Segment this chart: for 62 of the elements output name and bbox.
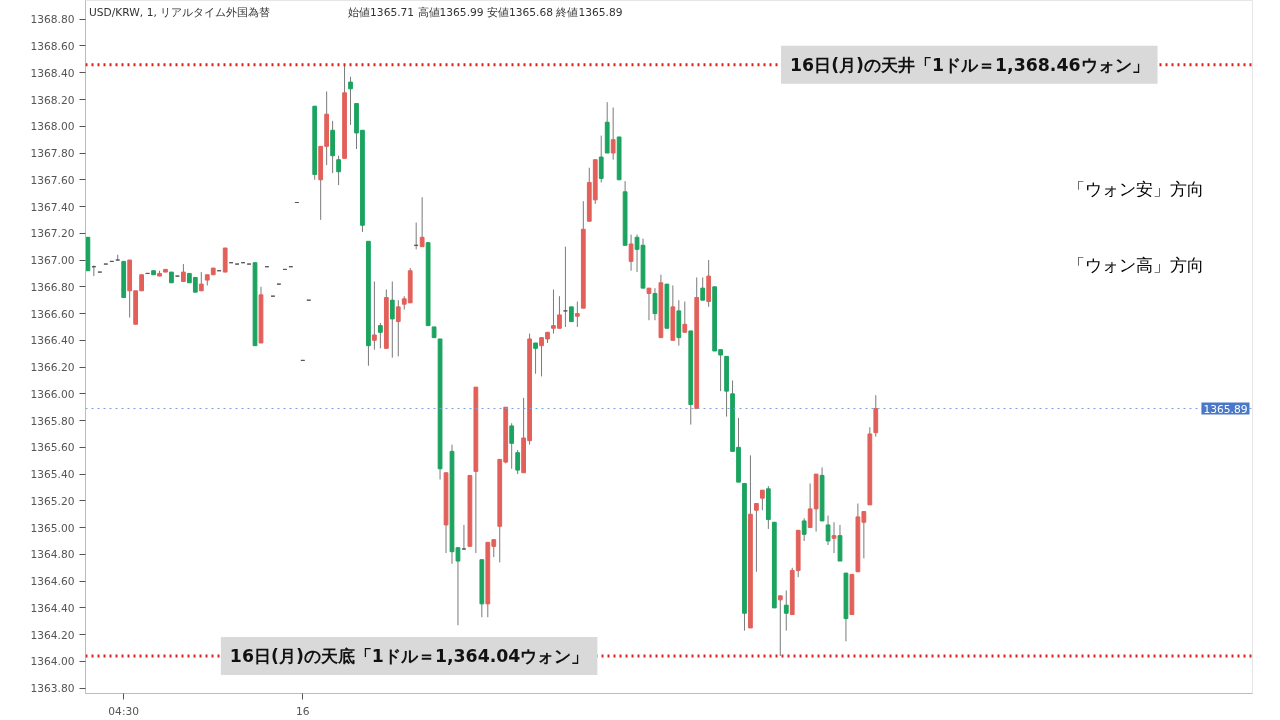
candlestick [682,301,688,333]
ref-line-label: 16日(月)の天底「1ドル＝1,364.04ウォン」 [229,646,589,667]
candlestick [646,287,652,321]
ref-line-label: 16日(月)の天井「1ドル＝1,368.46ウォン」 [790,54,1149,75]
text: USD/KRW, 1, リアルタイム外国為替 [89,6,271,20]
y-tick-label: 1367.20 [30,227,75,241]
candlestick [348,76,353,126]
y-tick-label: 1366.00 [30,387,75,401]
candlestick [652,287,658,321]
x-tick-label: 04:30 [108,704,140,718]
candlestick [515,449,521,475]
ref-line-label: 1365.89 [1203,402,1248,416]
candlestick [336,155,341,186]
y-tick-label: 1365.00 [30,521,75,535]
y-tick-label: 1365.60 [30,441,75,455]
y-tick-label: 1365.80 [30,414,75,428]
y-tick-label: 1368.00 [30,120,75,134]
candlestick [419,196,425,248]
candlestick [783,589,789,632]
candlestick [825,515,831,546]
candlestick [598,135,604,183]
y-tick-label: 1364.60 [30,575,75,589]
candlestick [777,595,783,657]
candlestick [801,517,807,542]
y-tick-label: 1367.00 [30,254,75,268]
text: 「ウォン高」方向 [1068,255,1205,276]
candlestick [395,299,401,357]
candlestick [574,301,580,328]
y-tick-label: 1368.40 [30,66,75,80]
y-tick-label: 1363.80 [30,682,75,696]
candlestick [461,524,467,550]
y-tick-label: 1368.20 [30,93,75,107]
y-tick-label: 1366.80 [30,280,75,294]
y-tick-label: 1366.60 [30,307,75,321]
text: 始値1365.71 高値1365.99 安値1365.68 終値1365.89 [348,6,623,20]
candlestick [198,271,204,292]
candlestick [831,521,837,554]
y-tick-label: 1365.20 [30,494,75,508]
candlestick [610,107,616,161]
y-tick-label: 1367.80 [30,147,75,161]
candlestick [760,489,765,511]
y-tick-label: 1364.40 [30,601,75,615]
y-tick-label: 1367.60 [30,173,75,187]
y-tick-label: 1364.80 [30,548,75,562]
y-tick-label: 1368.60 [30,39,75,53]
candlestick [628,234,634,272]
candlestick [389,280,395,359]
y-tick-label: 1364.00 [30,655,75,669]
y-tick-label: 1365.40 [30,468,75,482]
y-tick-label: 1368.80 [30,13,75,27]
candlestick [533,342,538,375]
text: 「ウォン安」方向 [1068,179,1205,199]
candlestick [372,280,377,351]
candlestick [377,322,383,349]
y-tick-label: 1364.20 [30,628,75,642]
candlestick [754,503,759,573]
x-tick-label: 16 [295,704,310,718]
y-tick-label: 1367.40 [30,200,75,214]
candlestick [509,422,515,470]
y-tick-label: 1366.40 [30,334,75,348]
candlestick [700,276,706,301]
y-tick-label: 1366.20 [30,361,75,375]
